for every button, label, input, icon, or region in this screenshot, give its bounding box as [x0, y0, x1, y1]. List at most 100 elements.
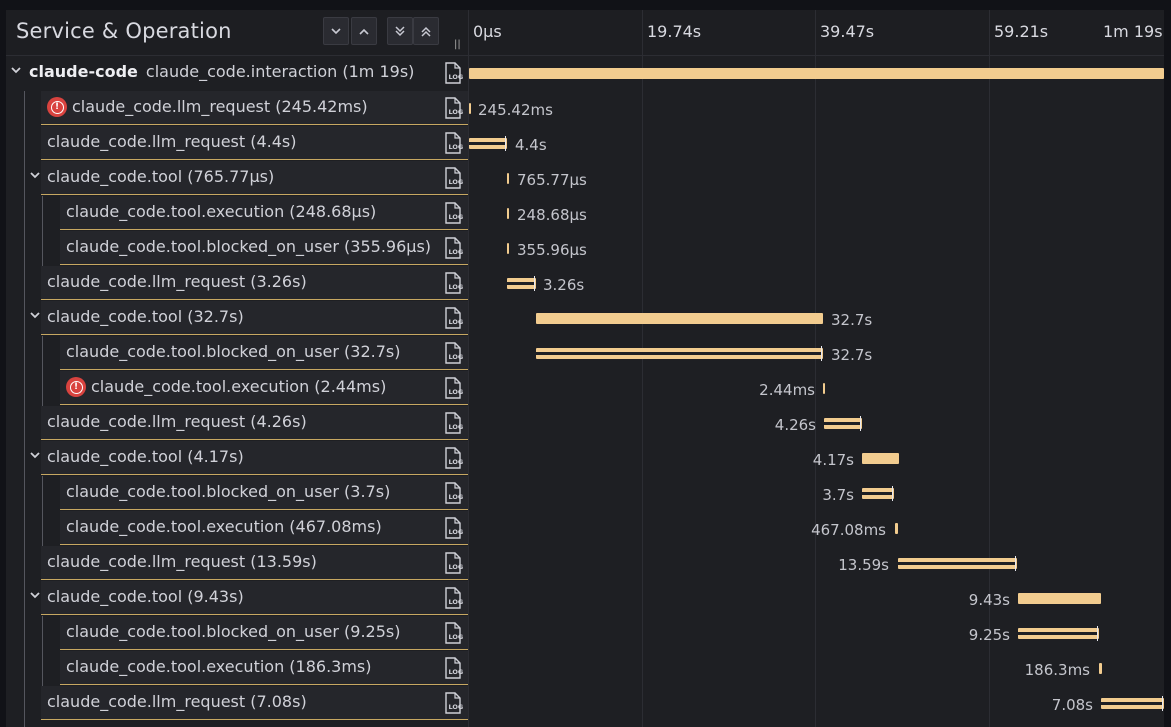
span-row[interactable]: claude_code.tool (765.77µs) LOG 765.77µs	[6, 161, 1164, 196]
span-row-left: claude_code.llm_request (7.08s) LOG	[6, 686, 468, 721]
error-icon: !	[66, 377, 86, 397]
log-icon[interactable]: LOG	[443, 97, 463, 119]
log-icon[interactable]: LOG	[443, 622, 463, 644]
svg-text:LOG: LOG	[449, 248, 464, 256]
chevron-down-icon[interactable]	[11, 64, 21, 77]
span-row[interactable]: claude_code.llm_request (7.08s) LOG 7.08s	[6, 686, 1164, 721]
tree-guide	[42, 231, 43, 266]
span-name-cell[interactable]	[60, 371, 468, 405]
log-icon[interactable]: LOG	[443, 482, 463, 504]
span-duration-label: 4.4s	[515, 136, 547, 154]
collapse-one-button[interactable]	[323, 17, 349, 45]
log-icon[interactable]: LOG	[443, 657, 463, 679]
log-icon[interactable]: LOG	[443, 62, 463, 84]
span-bar[interactable]	[1018, 593, 1101, 604]
span-bar[interactable]	[1101, 698, 1164, 709]
span-row[interactable]: ! claude_code.llm_request (245.42ms) LOG 24…	[6, 91, 1164, 126]
span-bar-inner	[536, 352, 821, 355]
span-name-cell[interactable]	[41, 441, 468, 475]
span-name: claude_code.llm_request (13.59s)	[47, 552, 317, 571]
log-icon[interactable]: LOG	[443, 237, 463, 259]
span-name-cell[interactable]	[41, 126, 468, 160]
span-bar[interactable]	[898, 558, 1017, 569]
log-icon[interactable]: LOG	[443, 377, 463, 399]
span-row[interactable]: claude_code.llm_request (13.59s) LOG 13.59…	[6, 546, 1164, 581]
span-name-cell[interactable]	[60, 231, 468, 265]
span-name-cell[interactable]	[60, 476, 468, 510]
span-row[interactable]: claude_code.tool (32.7s) LOG 32.7s	[6, 301, 1164, 336]
span-bar[interactable]	[469, 68, 1164, 79]
span-bar[interactable]	[536, 313, 823, 324]
span-bar[interactable]	[507, 173, 509, 184]
span-name-cell[interactable]	[41, 266, 468, 300]
span-bar[interactable]	[507, 278, 536, 289]
svg-text:LOG: LOG	[449, 318, 464, 326]
log-icon[interactable]: LOG	[443, 517, 463, 539]
span-name-cell[interactable]	[60, 336, 468, 370]
span-name-cell[interactable]	[41, 406, 468, 440]
span-bar[interactable]	[507, 208, 509, 219]
log-icon[interactable]: LOG	[443, 167, 463, 189]
log-icon[interactable]: LOG	[443, 132, 463, 154]
span-row-root[interactable]: claude-code claude_code.interaction (1m 1…	[6, 56, 1164, 91]
span-name-cell[interactable]	[41, 546, 468, 580]
span-row[interactable]: claude_code.llm_request (4.26s) LOG 4.26s	[6, 406, 1164, 441]
span-name-cell[interactable]	[60, 196, 468, 230]
chevron-down-icon[interactable]	[30, 589, 40, 602]
log-icon[interactable]: LOG	[443, 342, 463, 364]
span-bar[interactable]	[469, 138, 507, 149]
span-name-cell[interactable]	[41, 581, 468, 615]
collapse-all-button[interactable]	[387, 17, 413, 45]
span-row[interactable]: claude_code.tool.blocked_on_user (32.7s)…	[6, 336, 1164, 371]
span-name: claude_code.llm_request (3.26s)	[47, 272, 307, 291]
span-row[interactable]: claude_code.tool.execution (467.08ms) LOG…	[6, 511, 1164, 546]
span-bar[interactable]	[862, 488, 894, 499]
tree-guide	[42, 476, 43, 511]
span-bar[interactable]	[1018, 628, 1099, 639]
log-icon[interactable]: LOG	[443, 272, 463, 294]
span-row[interactable]: claude_code.tool (9.43s) LOG 9.43s	[6, 581, 1164, 616]
span-bar[interactable]	[1099, 663, 1102, 674]
span-row[interactable]: claude_code.tool.blocked_on_user (355.96…	[6, 231, 1164, 266]
expand-one-button[interactable]	[351, 17, 377, 45]
column-resize-handle[interactable]: ||	[454, 39, 461, 50]
span-bar[interactable]	[862, 453, 899, 464]
chevron-down-icon[interactable]	[30, 449, 40, 462]
span-bar[interactable]	[824, 418, 862, 429]
log-icon[interactable]: LOG	[443, 202, 463, 224]
log-icon[interactable]: LOG	[443, 412, 463, 434]
span-name-cell[interactable]	[60, 511, 468, 545]
span-name-cell[interactable]	[23, 56, 468, 90]
span-row[interactable]: claude_code.tool.blocked_on_user (9.25s)…	[6, 616, 1164, 651]
log-icon[interactable]: LOG	[443, 587, 463, 609]
span-name-cell[interactable]	[41, 161, 468, 195]
span-name-cell[interactable]	[41, 91, 468, 125]
span-row[interactable]: claude_code.tool.execution (186.3ms) LOG 1…	[6, 651, 1164, 686]
span-row[interactable]: claude_code.tool.blocked_on_user (3.7s) L…	[6, 476, 1164, 511]
span-row[interactable]: claude_code.llm_request (3.26s) LOG 3.26s	[6, 266, 1164, 301]
log-icon[interactable]: LOG	[443, 447, 463, 469]
span-bar[interactable]	[895, 523, 898, 534]
span-bar[interactable]	[507, 243, 509, 254]
expand-all-button[interactable]	[413, 17, 439, 45]
span-bar[interactable]	[469, 103, 471, 114]
span-row[interactable]: ! claude_code.tool.execution (2.44ms) LOG 2…	[6, 371, 1164, 406]
tick-label: 19.74s	[647, 22, 702, 41]
log-icon[interactable]: LOG	[443, 307, 463, 329]
span-row[interactable]: claude_code.llm_request (4.4s) LOG 4.4s	[6, 126, 1164, 161]
span-bar-cap	[1162, 696, 1163, 711]
span-name-cell[interactable]	[60, 616, 468, 650]
span-bar-cap	[1015, 556, 1016, 571]
span-row[interactable]: claude_code.tool (4.17s) LOG 4.17s	[6, 441, 1164, 476]
span-duration-label: 4.17s	[812, 451, 854, 469]
chevron-down-icon[interactable]	[30, 169, 40, 182]
chevron-down-icon[interactable]	[30, 309, 40, 322]
log-icon[interactable]: LOG	[443, 692, 463, 714]
span-name-cell[interactable]	[60, 651, 468, 685]
span-bar[interactable]	[536, 348, 823, 359]
span-name-cell[interactable]	[41, 686, 468, 720]
log-icon[interactable]: LOG	[443, 552, 463, 574]
span-row[interactable]: claude_code.tool.execution (248.68µs) LOG…	[6, 196, 1164, 231]
span-name-cell[interactable]	[41, 301, 468, 335]
span-bar[interactable]	[823, 383, 825, 394]
